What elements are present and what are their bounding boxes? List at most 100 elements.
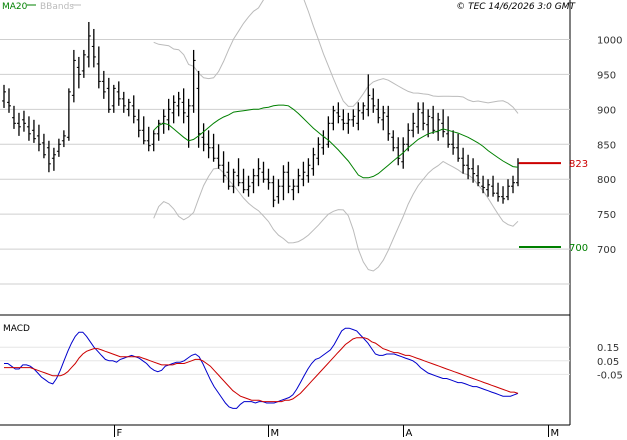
ohlc-bar — [491, 175, 496, 197]
month-label: A — [406, 428, 413, 439]
ohlc-bar — [346, 112, 351, 134]
ohlc-bar — [216, 144, 221, 169]
ohlc-bar — [126, 98, 131, 117]
month-label: F — [117, 428, 123, 439]
ohlc-bar — [256, 158, 261, 187]
ohlc-bar — [336, 102, 341, 124]
ohlc-bar — [461, 147, 466, 174]
ohlc-bar — [366, 74, 371, 117]
ohlc-bar — [511, 175, 516, 194]
price-bars — [2, 21, 520, 208]
ohlc-bar — [136, 109, 141, 138]
ohlc-bar — [316, 137, 321, 166]
ohlc-bar — [221, 151, 226, 183]
ohlc-bar — [291, 179, 296, 201]
ohlc-bar — [276, 179, 281, 204]
level-label: 700 — [569, 243, 588, 254]
ohlc-bar — [16, 112, 21, 136]
ohlc-bar — [246, 175, 251, 197]
ohlc-bar — [161, 109, 166, 134]
price-tick-label: 700 — [597, 245, 616, 256]
bollinger-bands — [153, 0, 519, 272]
ohlc-bar — [46, 140, 51, 173]
ohlc-bar — [431, 105, 436, 134]
price-tick-label: 800 — [597, 175, 616, 186]
month-label: M — [551, 428, 560, 439]
ohlc-bar — [356, 102, 361, 131]
macd-tick-label: 0.05 — [597, 357, 619, 368]
ohlc-bar — [66, 88, 71, 141]
ohlc-bar — [171, 95, 176, 124]
ohlc-bar — [156, 119, 161, 141]
ohlc-bar — [96, 46, 101, 89]
ohlc-bar — [21, 110, 26, 132]
ohlc-bar — [191, 49, 196, 113]
ohlc-bar — [41, 133, 46, 159]
price-tick-label: 900 — [597, 105, 616, 116]
month-axis: FMAMJ — [114, 425, 560, 439]
ohlc-bar — [446, 116, 451, 148]
ohlc-bar — [26, 116, 31, 141]
ohlc-bar — [121, 91, 126, 113]
ohlc-bar — [266, 168, 271, 190]
ohlc-bar — [271, 175, 276, 208]
ohlc-bar — [481, 175, 486, 194]
ma20-line — [153, 104, 519, 179]
price-levels: 823 700 — [519, 159, 588, 254]
ohlc-bar — [111, 84, 116, 113]
ohlc-bar — [341, 109, 346, 131]
price-axis: 1000 950 900 850 800 750 700 — [597, 35, 622, 256]
ohlc-bar — [496, 182, 501, 202]
ohlc-bar — [506, 179, 511, 201]
ohlc-bar — [311, 147, 316, 176]
ohlc-bar — [141, 116, 146, 145]
ohlc-bar — [201, 123, 206, 152]
ohlc-bar — [381, 105, 386, 131]
ohlc-bar — [211, 133, 216, 162]
ohlc-bar — [2, 84, 6, 108]
bbands-lower — [153, 160, 519, 272]
macd-series-line — [4, 337, 519, 403]
ohlc-bar — [456, 133, 461, 162]
ohlc-bar — [196, 70, 201, 148]
ohlc-bar — [31, 119, 36, 143]
bbands-label: BBands — [40, 2, 74, 12]
month-label: M — [271, 428, 280, 439]
ohlc-bar — [56, 138, 61, 157]
ohlc-bar — [71, 49, 76, 103]
ohlc-bar — [451, 130, 456, 155]
ohlc-bar — [106, 77, 111, 113]
ohlc-bar — [361, 102, 366, 120]
ohlc-bar — [396, 137, 401, 166]
ohlc-bar — [466, 154, 471, 180]
ohlc-bar — [6, 88, 11, 113]
ohlc-bar — [301, 161, 306, 187]
ohlc-bar — [131, 95, 136, 124]
macd-tick-label: -0.05 — [597, 370, 623, 381]
ohlc-bar — [81, 49, 86, 78]
ohlc-bar — [371, 88, 376, 113]
ma20-path — [153, 104, 519, 179]
ohlc-bar — [51, 147, 56, 171]
macd-series-line — [4, 327, 519, 409]
ohlc-bar — [176, 91, 181, 117]
macd-axis: 0.15 0.05 -0.05 — [597, 343, 623, 381]
ohlc-bar — [421, 102, 426, 131]
ohlc-bar — [61, 130, 66, 148]
ohlc-bar — [226, 161, 231, 190]
ohlc-bar — [326, 116, 331, 148]
ohlc-bar — [321, 130, 326, 155]
ohlc-bar — [501, 186, 506, 204]
bbands-upper — [153, 0, 519, 114]
ohlc-bar — [391, 130, 396, 152]
ohlc-bar — [261, 161, 266, 183]
ohlc-bar — [331, 105, 336, 131]
ohlc-bar — [181, 88, 186, 124]
ohlc-bar — [426, 109, 431, 138]
ohlc-bar — [296, 168, 301, 194]
ohlc-bar — [251, 168, 256, 194]
ohlc-bar — [471, 158, 476, 183]
ohlc-bar — [206, 130, 211, 159]
ohlc-bar — [376, 98, 381, 124]
